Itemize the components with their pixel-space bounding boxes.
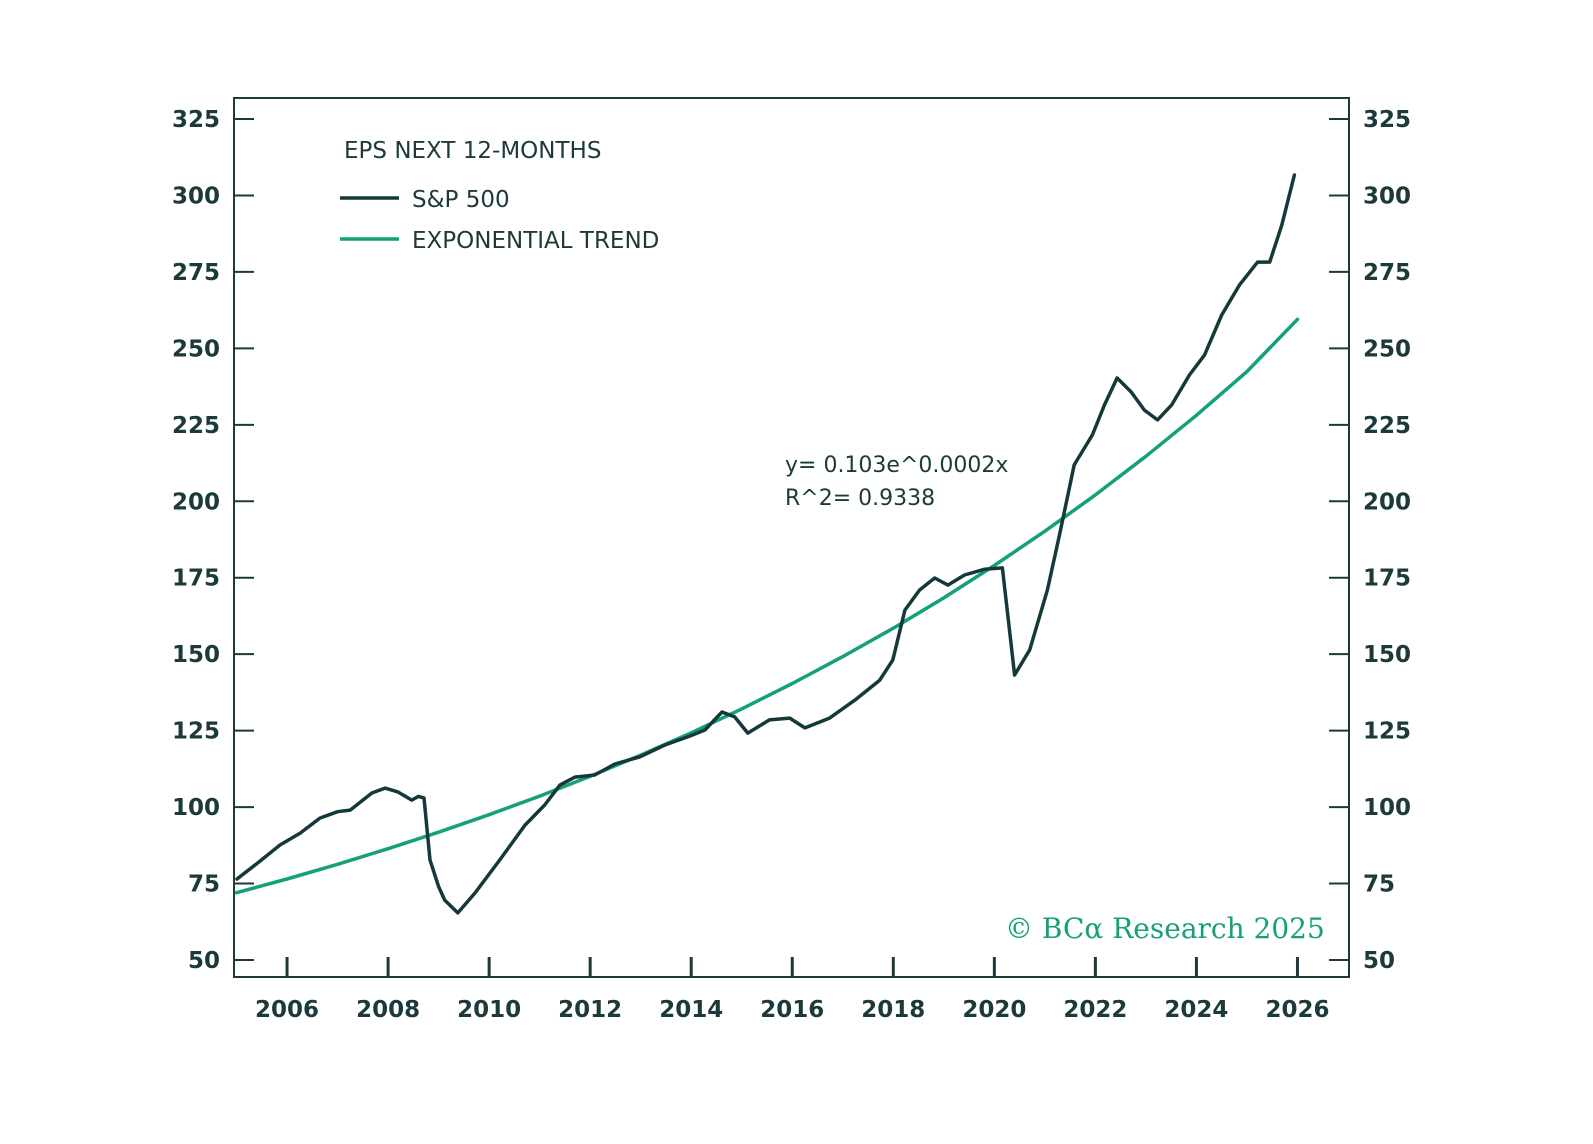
legend: EPS NEXT 12-MONTHS S&P 500 EXPONENTIAL T… [340,138,659,254]
copyright-watermark: © BCα Research 2025 [1005,912,1325,945]
legend-label-sp500: S&P 500 [412,187,510,213]
y-tick-label-left: 275 [172,260,220,286]
y-tick-label-right: 275 [1363,260,1411,286]
y-tick-label-left: 75 [188,872,220,898]
x-axis: 2006 2008 2010 2012 2014 2016 2018 2020 2022 2024… [255,957,1329,1023]
y-axis-right: 50 75 100 125 150 175 200 225 250 275 300 325 [1329,107,1411,974]
x-tick-label: 2008 [356,997,420,1023]
legend-label-trend: EXPONENTIAL TREND [412,228,659,254]
y-tick-label-right: 300 [1363,183,1411,209]
x-tick-label: 2026 [1265,997,1329,1023]
x-tick-label: 2010 [457,997,521,1023]
y-tick-label-left: 125 [172,719,220,745]
series-line-exponential-trend [234,317,1300,895]
trend-equation: y= 0.103e^0.0002x [785,453,1008,478]
y-tick-label-left: 175 [172,566,220,592]
y-tick-label-right: 225 [1363,413,1411,439]
x-tick-label: 2022 [1063,997,1127,1023]
y-tick-label-right: 50 [1363,948,1395,974]
x-tick-label: 2014 [659,997,723,1023]
y-tick-label-left: 200 [172,489,220,515]
y-axis-left: 50 75 100 125 150 175 200 225 250 275 300 325 [172,107,254,974]
x-tick-label: 2024 [1164,997,1228,1023]
y-tick-label-right: 250 [1363,336,1411,362]
y-tick-label-right: 125 [1363,719,1411,745]
y-tick-label-left: 325 [172,107,220,133]
y-tick-label-right: 325 [1363,107,1411,133]
x-tick-label: 2020 [962,997,1026,1023]
x-tick-label: 2012 [558,997,622,1023]
trend-r-squared: R^2= 0.9338 [785,486,935,511]
y-tick-label-left: 150 [172,642,220,668]
y-tick-label-left: 300 [172,183,220,209]
y-tick-label-right: 100 [1363,795,1411,821]
y-tick-label-right: 200 [1363,489,1411,515]
x-tick-label: 2016 [760,997,824,1023]
y-tick-label-right: 75 [1363,872,1395,898]
x-tick-label: 2018 [861,997,925,1023]
y-tick-label-right: 175 [1363,566,1411,592]
x-tick-label: 2006 [255,997,319,1023]
y-tick-label-left: 225 [172,413,220,439]
series-line-sp500 [235,173,1297,915]
legend-title: EPS NEXT 12-MONTHS [344,138,601,164]
y-tick-label-left: 50 [188,948,220,974]
y-tick-label-left: 100 [172,795,220,821]
series-layer [234,173,1300,915]
y-tick-label-right: 150 [1363,642,1411,668]
y-tick-label-left: 250 [172,336,220,362]
